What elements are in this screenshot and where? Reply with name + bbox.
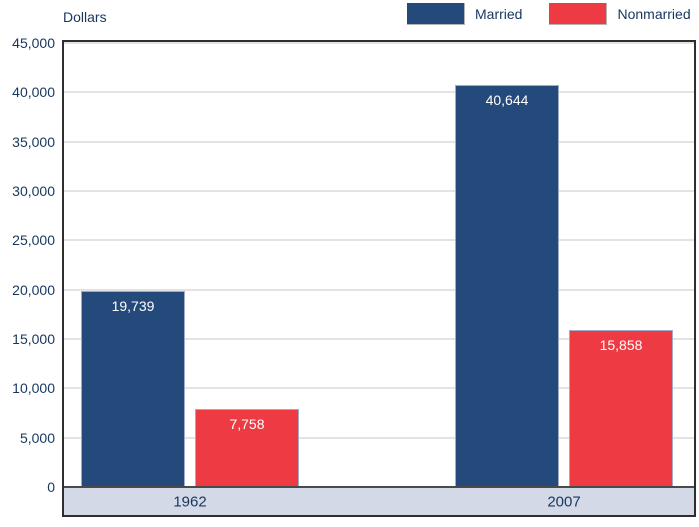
legend-swatch-married — [407, 3, 465, 25]
y-tick-label: 5,000 — [19, 429, 55, 446]
bar-value-label: 15,858 — [599, 337, 643, 353]
bar-value-label: 7,758 — [229, 416, 265, 432]
bar-2007-nonmarried: 15,858 — [569, 330, 673, 486]
gridline — [64, 42, 694, 44]
legend: Married Nonmarried — [407, 3, 691, 25]
legend-item-married: Married — [407, 3, 549, 25]
gridline — [64, 338, 694, 340]
gridline — [64, 140, 694, 143]
gridline — [64, 239, 694, 242]
y-tick-label: 15,000 — [12, 331, 55, 347]
y-tick-label: 45,000 — [12, 35, 55, 51]
x-category-label: 1962 — [173, 493, 207, 510]
y-tick-label: 30,000 — [12, 183, 55, 199]
gridline — [64, 436, 694, 439]
y-tick-label: 35,000 — [12, 133, 55, 150]
x-axis-band: 1962 2007 — [64, 486, 694, 515]
bar-1962-married: 19,739 — [81, 291, 185, 486]
y-tick-label: 25,000 — [12, 232, 55, 249]
y-tick-label: 0 — [47, 479, 55, 495]
legend-label: Married — [475, 6, 523, 22]
bar-2007-married: 40,644 — [455, 85, 559, 486]
bar-value-label: 40,644 — [485, 92, 529, 108]
gridline — [64, 387, 694, 390]
legend-swatch-nonmarried — [549, 3, 608, 25]
bar-1962-nonmarried: 7,758 — [195, 409, 299, 486]
y-tick-label: 40,000 — [12, 84, 55, 101]
bar-value-label: 19,739 — [111, 298, 155, 314]
gridline — [64, 91, 694, 94]
legend-item-nonmarried: Nonmarried — [549, 3, 691, 25]
y-tick-label: 20,000 — [12, 281, 55, 298]
x-category-label: 2007 — [547, 493, 581, 510]
gridline — [64, 190, 694, 192]
plot-area: 19,739 7,758 40,644 15,858 1962 2007 — [62, 40, 696, 517]
gridline — [64, 288, 694, 291]
legend-label: Nonmarried — [617, 6, 691, 22]
y-tick-label: 10,000 — [12, 380, 55, 397]
y-axis-title: Dollars — [63, 9, 107, 25]
